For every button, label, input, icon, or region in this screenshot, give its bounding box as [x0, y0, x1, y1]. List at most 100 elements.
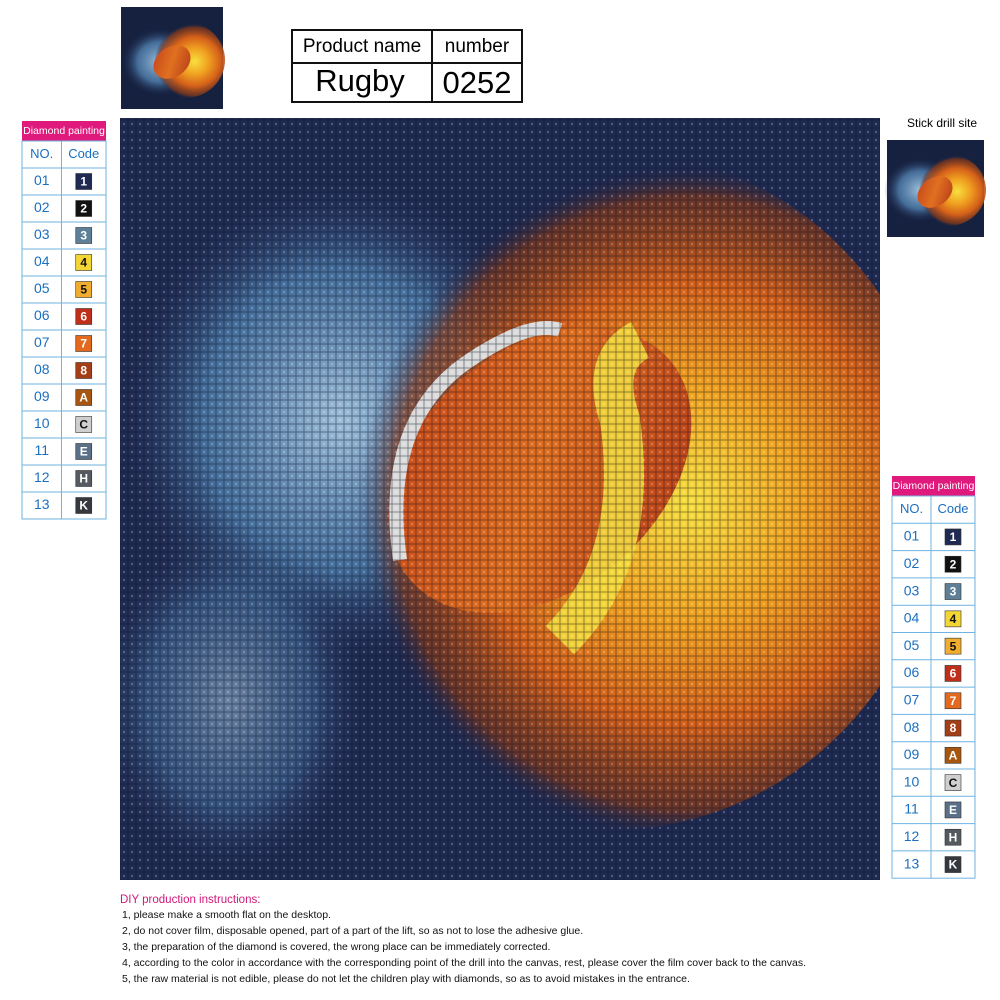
legend-swatch [944, 610, 962, 628]
legend-no: 05 [34, 280, 50, 296]
legend-no: 03 [34, 226, 50, 242]
legend-left: Diamond painting NO. Code 01 1 02 2 03 3 04 4 05 5 06… [21, 121, 107, 520]
instruction-line: 3, the preparation of the diamond is cov… [122, 941, 550, 953]
legend-code: 2 [80, 202, 87, 216]
legend-code: 7 [80, 337, 87, 351]
legend-no: 12 [904, 828, 920, 844]
legend-no: 02 [34, 199, 50, 215]
stick-drill-thumbnail [884, 140, 986, 237]
thumbnail [121, 7, 225, 109]
legend-code: 6 [950, 667, 957, 681]
legend-code: H [79, 472, 88, 486]
legend-code: C [949, 776, 958, 790]
legend-no: 07 [34, 334, 50, 350]
number-label: number [445, 36, 510, 57]
instruction-line: 4, according to the color in accordance … [122, 957, 806, 969]
legend-code: 3 [950, 585, 957, 599]
instruction-line: 5, the raw material is not edible, pleas… [122, 973, 690, 985]
legend-no: 09 [904, 746, 920, 762]
legend-code: 1 [950, 530, 957, 544]
legend-code-header: Code [68, 146, 99, 161]
legend-swatch [944, 828, 962, 846]
legend-code: E [80, 445, 88, 459]
legend-swatch [75, 227, 93, 244]
legend-swatch [944, 583, 962, 600]
instructions: DIY production instructions: 1, please m… [120, 894, 806, 985]
legend-swatch [75, 200, 93, 217]
legend-no: 08 [904, 719, 920, 735]
product-table: Product name number Rugby 0252 [291, 29, 523, 103]
legend-no: 06 [34, 307, 50, 323]
legend-code: 8 [80, 364, 87, 378]
legend-code: A [949, 749, 958, 763]
legend-swatch [944, 637, 962, 655]
legend-swatch [75, 389, 93, 406]
legend-swatch [75, 497, 93, 514]
legend-swatch [75, 254, 93, 271]
legend-code: 1 [80, 175, 87, 189]
legend-swatch [75, 308, 93, 325]
legend-no: 04 [34, 253, 50, 269]
legend-swatch [75, 443, 93, 460]
legend-swatch [944, 692, 962, 710]
stick-drill-label: Stick drill site [907, 116, 977, 130]
legend-code-header: Code [937, 501, 968, 516]
instruction-line: 1, please make a smooth flat on the desk… [122, 909, 331, 921]
legend-title: Diamond painting [893, 480, 975, 492]
legend-no: 01 [34, 172, 50, 188]
legend-swatch [944, 719, 962, 737]
legend-swatch [75, 416, 93, 433]
legend-code: C [79, 418, 88, 432]
legend-swatch [944, 747, 962, 764]
legend-no: 12 [34, 469, 50, 485]
legend-code: K [79, 499, 88, 513]
legend-no: 01 [904, 528, 920, 544]
legend-right: Diamond painting NO. Code 01 1 02 2 03 3 04 4 05 5 06… [891, 476, 976, 879]
legend-code: 4 [80, 256, 87, 270]
legend-code: 5 [80, 283, 87, 297]
legend-swatch [75, 362, 93, 379]
legend-no: 03 [904, 582, 920, 598]
legend-no: 05 [904, 637, 920, 653]
legend-code: 5 [950, 639, 957, 653]
product-name-label: Product name [303, 36, 421, 57]
legend-title-bg [892, 476, 975, 496]
legend-swatch [75, 470, 93, 487]
legend-code: 8 [950, 721, 957, 735]
legend-title-bg [22, 121, 106, 141]
instructions-title: DIY production instructions: [120, 894, 260, 906]
legend-swatch [75, 335, 93, 352]
legend-no: 13 [34, 496, 50, 512]
legend-no: 07 [904, 691, 920, 707]
legend-code: 3 [80, 229, 87, 243]
product-name: Rugby [315, 63, 405, 98]
legend-code: 7 [950, 694, 957, 708]
legend-no: 11 [34, 442, 49, 458]
product-number: 0252 [443, 65, 512, 100]
legend-no: 10 [34, 415, 50, 431]
legend-swatch [944, 528, 962, 546]
legend-swatch [944, 665, 962, 682]
pattern-canvas [120, 118, 880, 880]
legend-code: 6 [80, 310, 87, 324]
legend-code: 4 [950, 612, 957, 626]
legend-code: E [949, 803, 957, 817]
legend-no-header: NO. [900, 501, 923, 516]
legend-no: 04 [904, 610, 920, 626]
instruction-line: 2, do not cover film, disposable opened,… [122, 925, 583, 937]
legend-code: K [949, 858, 958, 872]
legend-swatch [944, 555, 962, 573]
legend-no: 13 [904, 855, 920, 871]
legend-swatch [75, 281, 93, 298]
legend-code: H [949, 830, 958, 844]
legend-no: 09 [34, 388, 50, 404]
legend-swatch [944, 856, 962, 873]
legend-no: 02 [904, 555, 920, 571]
legend-no: 08 [34, 361, 50, 377]
legend-swatch [944, 801, 962, 819]
legend-title: Diamond painting [23, 125, 105, 137]
legend-swatch [75, 173, 93, 190]
legend-no: 11 [904, 801, 919, 817]
legend-code: 2 [950, 557, 957, 571]
